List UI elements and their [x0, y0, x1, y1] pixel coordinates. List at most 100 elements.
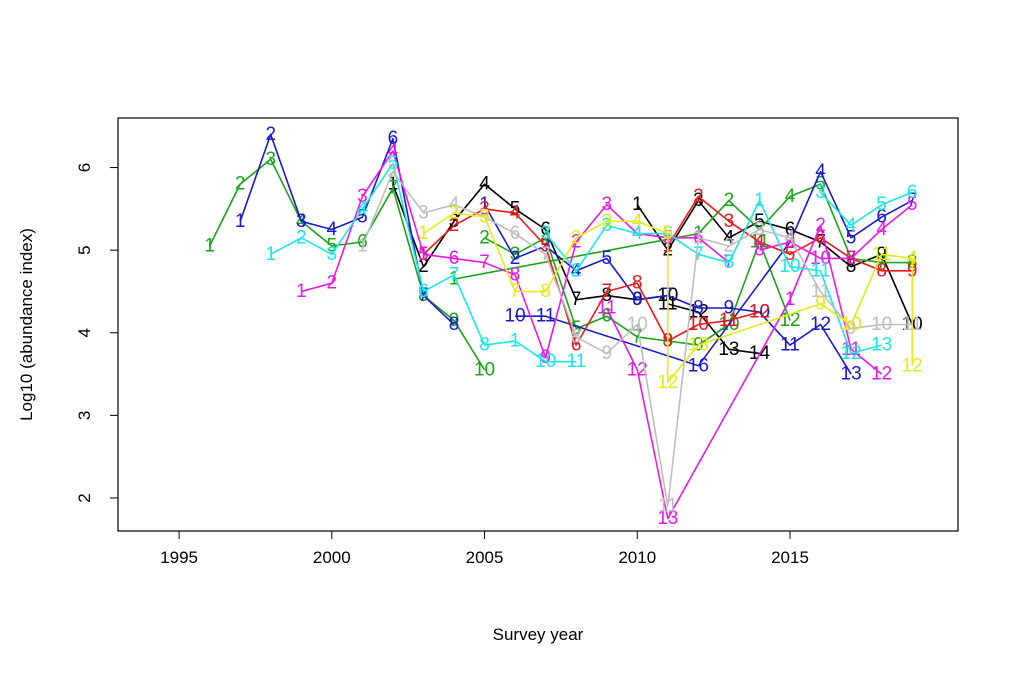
series-line [423, 212, 914, 384]
point-label: 5 [663, 223, 674, 244]
point-label: 3 [846, 248, 857, 269]
x-tick-label: 2010 [618, 548, 656, 567]
point-label: 6 [418, 281, 429, 302]
point-label: 5 [846, 227, 857, 248]
point-label: 4 [388, 141, 399, 162]
point-label: 1 [296, 281, 307, 302]
point-label: 5 [327, 236, 338, 257]
point-label: 10 [627, 314, 648, 335]
point-label: 11 [597, 297, 617, 318]
point-label: 12 [902, 355, 923, 376]
point-label: 4 [785, 186, 796, 207]
point-label: 7 [907, 190, 918, 211]
point-label: 4 [876, 219, 887, 240]
point-label: 12 [779, 310, 800, 331]
point-label: 4 [510, 202, 521, 223]
point-label: 8 [754, 240, 765, 261]
point-label: 6 [357, 231, 368, 252]
point-label: 7 [876, 252, 887, 273]
point-label: 7 [693, 244, 704, 265]
point-label: 12 [627, 359, 648, 380]
point-label: 9 [815, 293, 826, 314]
point-label: 6 [815, 227, 826, 248]
point-label: 6 [785, 219, 796, 240]
point-label: 11 [780, 335, 800, 356]
point-label: 11 [811, 260, 831, 281]
series-line [484, 237, 791, 346]
point-label: 5 [785, 244, 796, 265]
point-label: 10 [535, 351, 556, 372]
point-label: 11 [719, 310, 739, 331]
point-label: 8 [449, 314, 460, 335]
series-line [819, 191, 913, 227]
point-label: 2 [571, 227, 582, 248]
point-label: 11 [841, 339, 861, 360]
point-label: 6 [632, 289, 643, 310]
point-label: 2 [479, 227, 490, 248]
point-label: 5 [571, 318, 582, 339]
point-label: 1 [204, 236, 215, 257]
point-label: 3 [418, 202, 429, 223]
point-label: 3 [601, 211, 612, 232]
point-label: 10 [841, 314, 862, 335]
point-label: 5 [815, 174, 826, 195]
point-label: 2 [235, 174, 246, 195]
point-label: 1 [449, 269, 460, 290]
point-label: 9 [785, 231, 796, 252]
point-label: 3 [296, 211, 307, 232]
point-label: 3 [601, 194, 612, 215]
point-label: 4 [785, 227, 796, 248]
point-label: 12 [688, 302, 709, 323]
point-label: 6 [876, 207, 887, 228]
point-label: 11 [811, 281, 831, 302]
point-label: 9 [724, 297, 735, 318]
point-label: 5 [876, 194, 887, 215]
point-label: 4 [846, 215, 857, 236]
point-label: 1 [235, 211, 246, 232]
point-label: 2 [693, 186, 704, 207]
x-axis: 1995 2000 2005 2010 2015 [160, 530, 809, 567]
point-label: 1 [357, 236, 368, 257]
point-label: 12 [657, 372, 678, 393]
point-label: 7 [571, 289, 582, 310]
point-label: 2 [296, 227, 307, 248]
point-label: 5 [357, 207, 368, 228]
point-label: 8 [571, 326, 582, 347]
point-label: 4 [479, 174, 490, 195]
y-tick-label: 4 [75, 328, 94, 337]
point-label: 6 [388, 128, 399, 149]
point-label: 3 [510, 244, 521, 265]
point-label: 9 [846, 318, 857, 339]
point-label: 1 [785, 289, 796, 310]
point-label: 3 [540, 223, 551, 244]
point-label: 10 [779, 256, 800, 277]
point-label: 5 [540, 236, 551, 257]
point-label: 7 [510, 281, 521, 302]
point-label: 6 [601, 306, 612, 327]
y-axis: 2 3 4 5 6 [75, 163, 119, 503]
point-label: 3 [724, 211, 735, 232]
point-label: 4 [540, 227, 551, 248]
point-label: 3 [601, 215, 612, 236]
point-label: 3 [265, 149, 276, 170]
x-tick-label: 1995 [160, 548, 198, 567]
point-label: 4 [754, 231, 765, 252]
x-tick-label: 2015 [771, 548, 809, 567]
point-label: 6 [571, 335, 582, 356]
y-tick-label: 5 [75, 245, 94, 254]
point-label: 8 [479, 335, 490, 356]
point-label: 2 [571, 231, 582, 252]
series-line [392, 183, 668, 301]
point-label: 12 [810, 314, 831, 335]
series-line [667, 195, 913, 272]
point-label: 9 [601, 343, 612, 364]
point-label: 2 [724, 190, 735, 211]
point-label: 10 [871, 314, 892, 335]
point-label: 6 [449, 248, 460, 269]
point-label: 8 [601, 285, 612, 306]
series-line [301, 150, 730, 359]
